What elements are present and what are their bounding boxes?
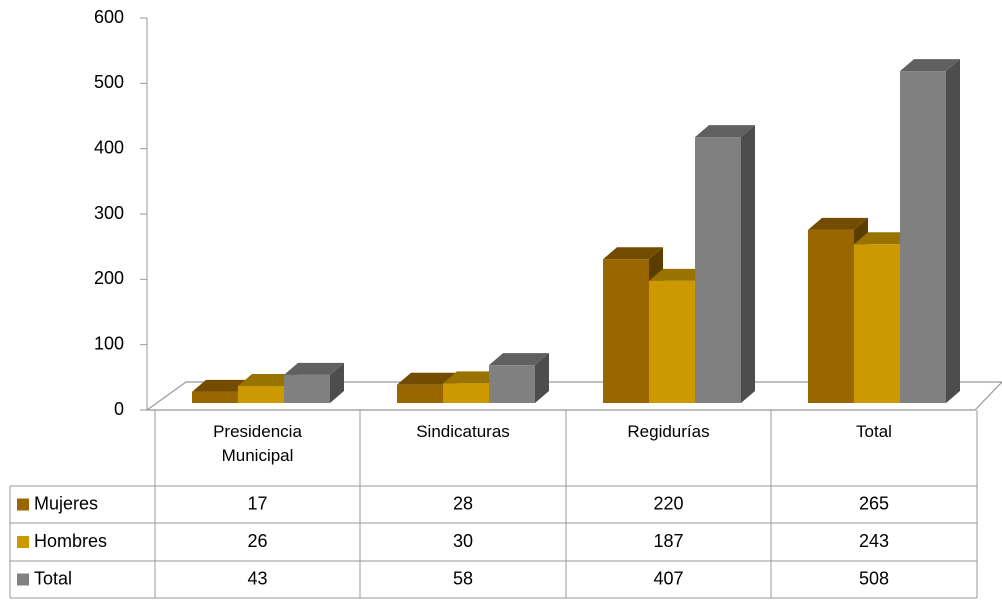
table-value: 508 [859, 568, 889, 588]
table-value: 28 [453, 493, 473, 513]
category-cell: Total [856, 422, 892, 441]
y-tick-label: 200 [94, 268, 124, 288]
bar-front [192, 391, 238, 403]
table-value: 220 [653, 493, 683, 513]
bar-front [489, 365, 535, 403]
legend-label: Mujeres [34, 493, 98, 513]
legend-swatch [17, 573, 29, 586]
bar [284, 362, 344, 403]
category-cell: Regidurías [627, 422, 710, 441]
table-value: 30 [453, 531, 473, 551]
bar-front [397, 384, 443, 403]
table-value: 26 [247, 531, 267, 551]
y-tick-label: 400 [94, 137, 124, 157]
bar-side [946, 59, 960, 404]
bar-top [695, 125, 755, 138]
legend-swatch [17, 498, 29, 511]
bar-front [238, 386, 284, 403]
legend-label: Total [34, 568, 72, 588]
bar-top [603, 247, 663, 260]
bar-front [603, 259, 649, 403]
category-cell: Sindicaturas [416, 422, 510, 441]
bar-top [489, 353, 549, 366]
bar [695, 125, 755, 404]
bar-front [284, 374, 330, 403]
bar-top [808, 217, 868, 230]
bar-top [900, 59, 960, 72]
bar-front [854, 244, 900, 403]
y-tick-label: 0 [114, 399, 124, 419]
bar [489, 353, 549, 403]
table-value: 243 [859, 531, 889, 551]
table-value: 58 [453, 568, 473, 588]
bar-front [808, 229, 854, 403]
table-value: 187 [653, 531, 683, 551]
bar-top [192, 379, 252, 392]
x-tick-label: Total [856, 422, 892, 441]
bar-top [854, 232, 914, 245]
bar-front [443, 383, 489, 403]
floor [145, 381, 1002, 411]
table-value: 43 [247, 568, 267, 588]
bar-top [284, 362, 344, 375]
bar-top [397, 372, 457, 385]
y-tick-label: 600 [94, 7, 124, 27]
legend-label: Hombres [34, 531, 107, 551]
table-value: 265 [859, 493, 889, 513]
bar-top [649, 268, 709, 281]
x-tick-label: Sindicaturas [416, 422, 510, 441]
table-value: 407 [653, 568, 683, 588]
bar-front [695, 137, 741, 404]
bar-top [238, 374, 298, 387]
bar-side [330, 362, 344, 403]
y-tick-label: 300 [94, 203, 124, 223]
x-tick-label: Presidencia Municipal [213, 422, 302, 465]
bar-front [900, 71, 946, 404]
bar-front [649, 280, 695, 403]
y-tick-label: 500 [94, 72, 124, 92]
y-tick-label: 100 [94, 333, 124, 353]
legend-swatch [17, 536, 29, 548]
x-tick-label: Regidurías [627, 422, 710, 441]
bar-side [535, 353, 549, 403]
bar [900, 59, 960, 404]
bar-side [741, 125, 755, 404]
bar-top [443, 371, 503, 384]
category-cell: Presidencia Municipal [213, 422, 302, 465]
table-value: 17 [247, 493, 267, 513]
